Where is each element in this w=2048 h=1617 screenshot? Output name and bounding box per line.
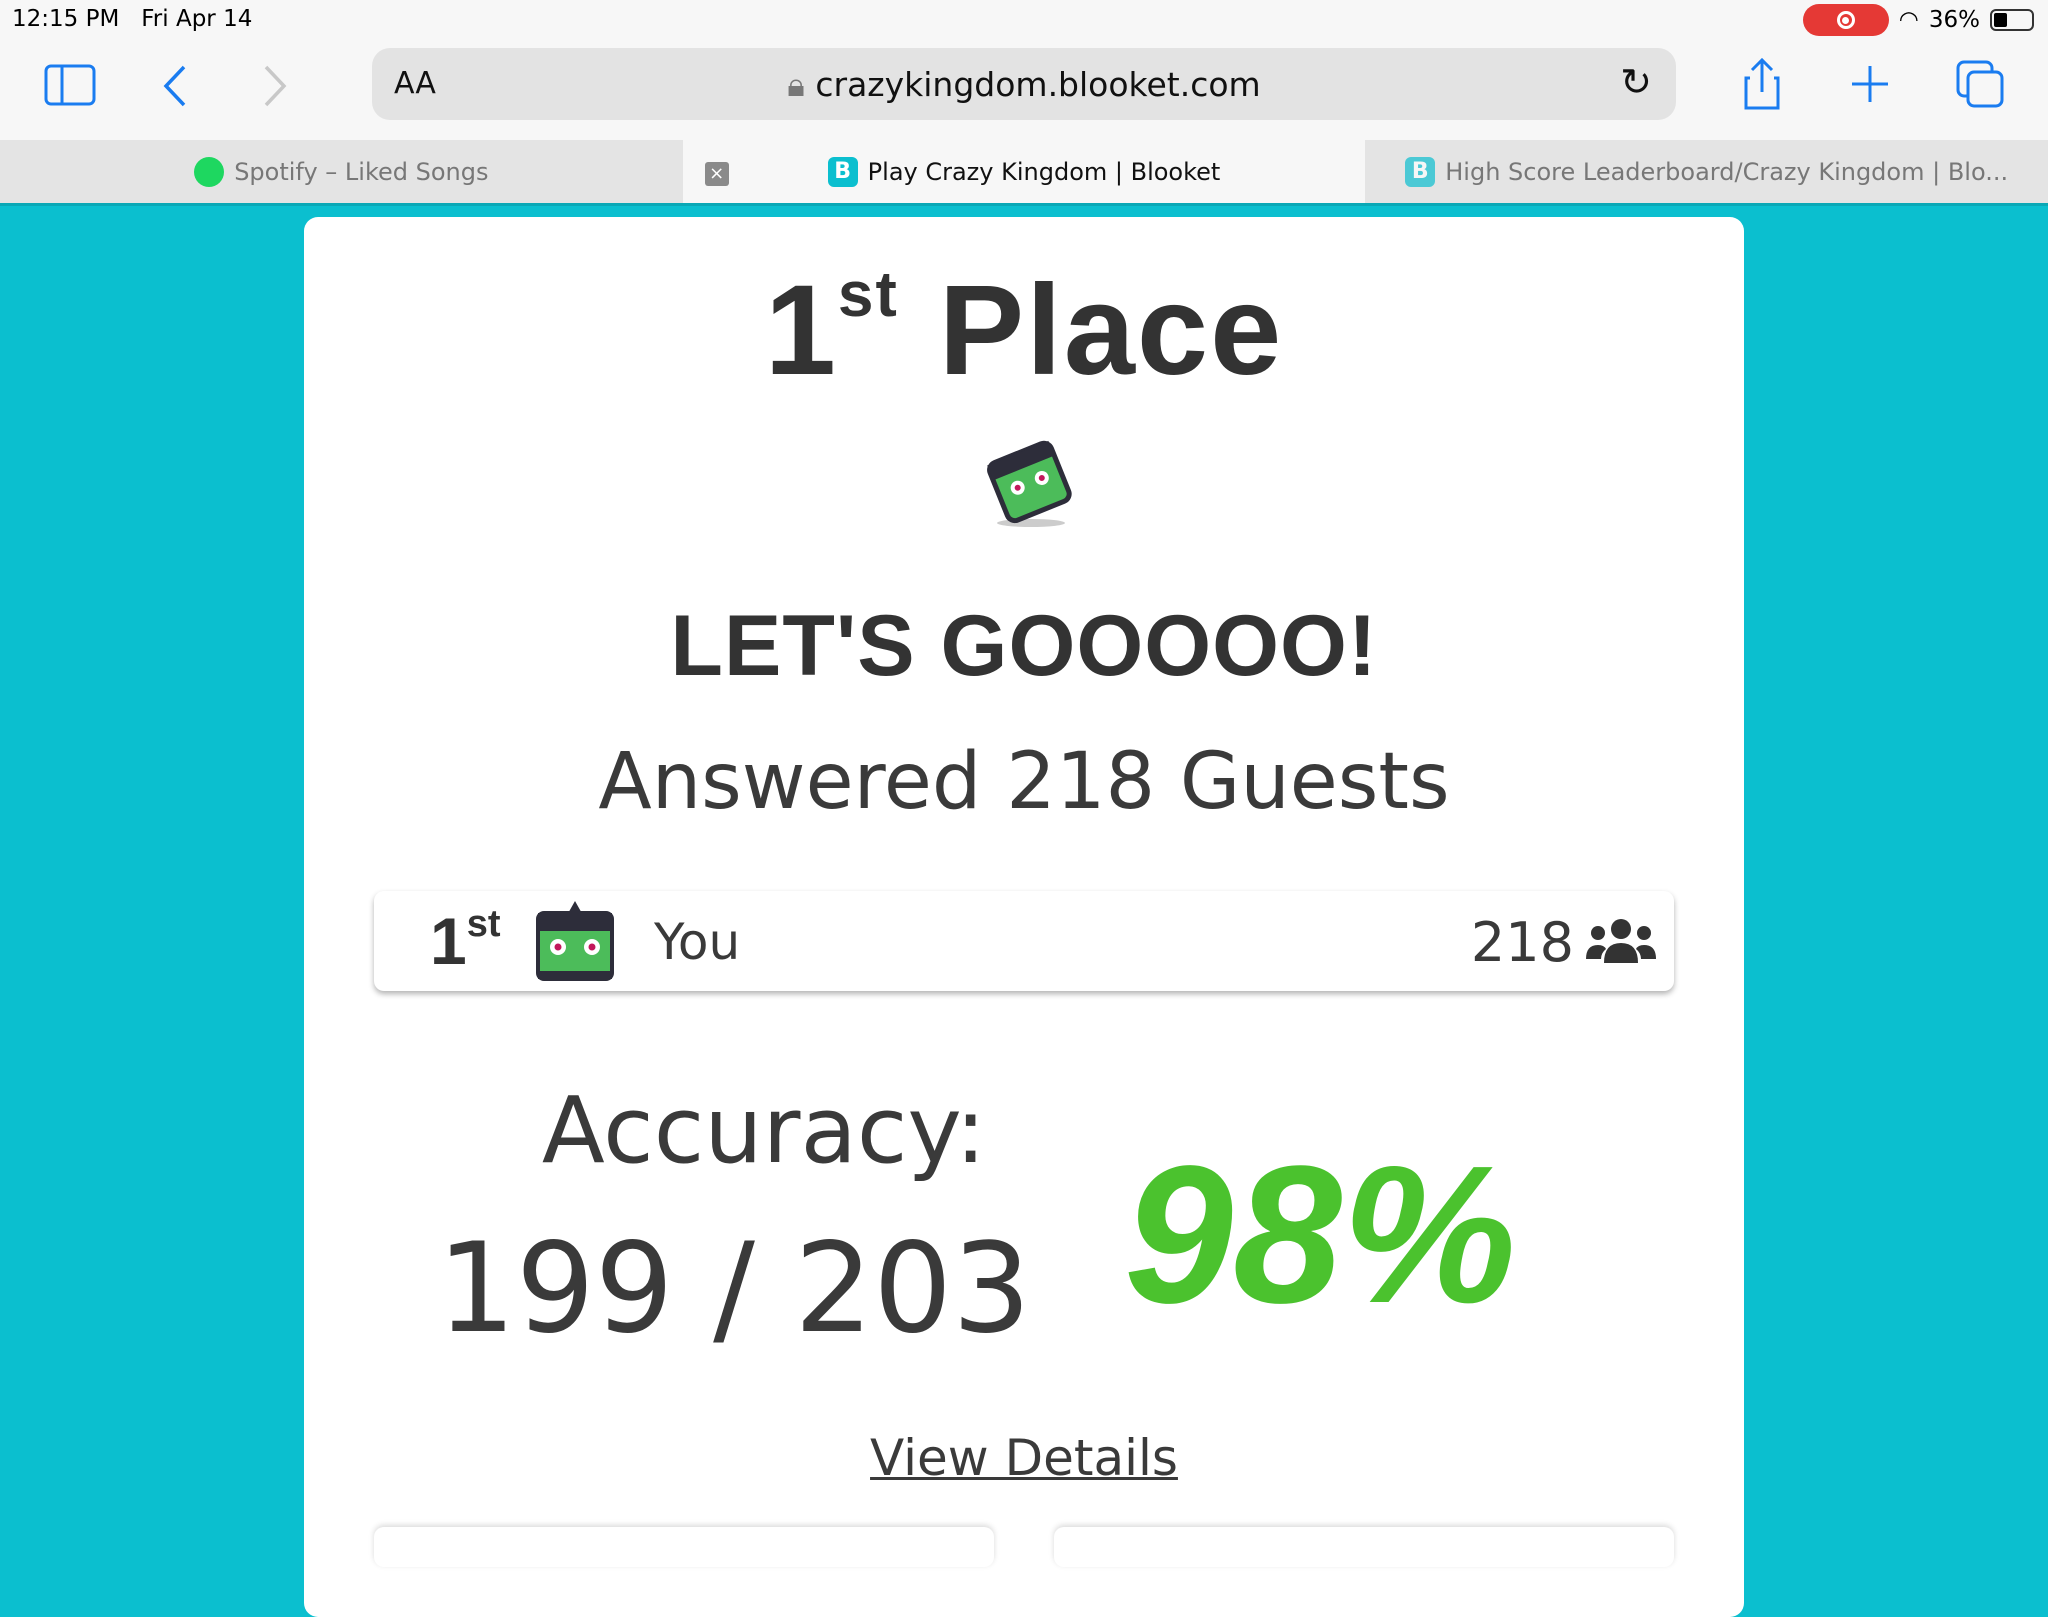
blook-avatar (536, 901, 614, 981)
tab-play-crazy-kingdom[interactable]: × B Play Crazy Kingdom | Blooket (682, 140, 1366, 203)
accuracy-label: Accuracy: (541, 1077, 987, 1184)
status-time: 12:15 PM Fri Apr 14 (12, 6, 253, 32)
bottom-card-left (374, 1527, 994, 1567)
tabs-overview-icon[interactable] (1956, 60, 2004, 108)
battery-percent: 36% (1928, 7, 1980, 33)
lock-icon: 🔒︎ (787, 65, 805, 104)
tab-label: Spotify – Liked Songs (234, 157, 489, 186)
guests-icon (1586, 919, 1656, 963)
screen-recording-icon[interactable] (1802, 4, 1889, 36)
tab-spotify[interactable]: Spotify – Liked Songs (0, 140, 683, 203)
tab-label: High Score Leaderboard/Crazy Kingdom | B… (1445, 157, 2009, 186)
reader-options-button[interactable]: AA (394, 66, 436, 101)
leaderboard-row: 1st You 218 (374, 891, 1674, 991)
tab-label: Play Crazy Kingdom | Blooket (867, 157, 1221, 186)
browser-toolbar: AA 🔒︎ crazykingdom.blooket.com ↻ (0, 40, 2048, 140)
new-tab-icon[interactable] (1850, 64, 1890, 104)
address-bar[interactable]: AA 🔒︎ crazykingdom.blooket.com ↻ (372, 48, 1676, 120)
sidebar-icon[interactable] (44, 64, 96, 106)
accuracy-fraction: 199 / 203 (437, 1217, 1031, 1361)
answered-summary: Answered 218 Guests (598, 737, 1450, 827)
back-icon[interactable] (162, 64, 188, 108)
player-score: 218 (1470, 911, 1574, 974)
battery-icon (1990, 9, 2034, 31)
tab-high-score-leaderboard[interactable]: B High Score Leaderboard/Crazy Kingdom | … (1365, 140, 2048, 203)
view-details-link[interactable]: View Details (870, 1429, 1178, 1487)
status-bar: 12:15 PM Fri Apr 14 ◠ 36% (0, 0, 2048, 40)
place-title: 1st Place (764, 258, 1284, 402)
share-icon[interactable] (1742, 56, 1782, 112)
spotify-icon (194, 156, 225, 187)
reload-icon[interactable]: ↻ (1620, 60, 1652, 104)
results-card: 1st Place LET'S GOOOOO! Answered 218 Gues… (304, 217, 1744, 1617)
blooket-icon: B (1405, 156, 1436, 187)
cheer-text: LET'S GOOOOO! (670, 598, 1378, 694)
url-text: crazykingdom.blooket.com (815, 65, 1261, 104)
forward-icon[interactable] (262, 64, 288, 108)
bottom-card-right (1054, 1527, 1674, 1567)
row-place: 1st (430, 903, 501, 978)
player-name: You (654, 913, 741, 971)
tab-bar: Spotify – Liked Songs × B Play Crazy Kingd… (0, 140, 2048, 206)
blooket-icon: B (827, 156, 858, 187)
wifi-icon: ◠ (1898, 7, 1919, 33)
close-tab-icon[interactable]: × (704, 162, 729, 186)
accuracy-percent: 98% (1124, 1125, 1517, 1344)
blook-avatar (987, 440, 1072, 527)
